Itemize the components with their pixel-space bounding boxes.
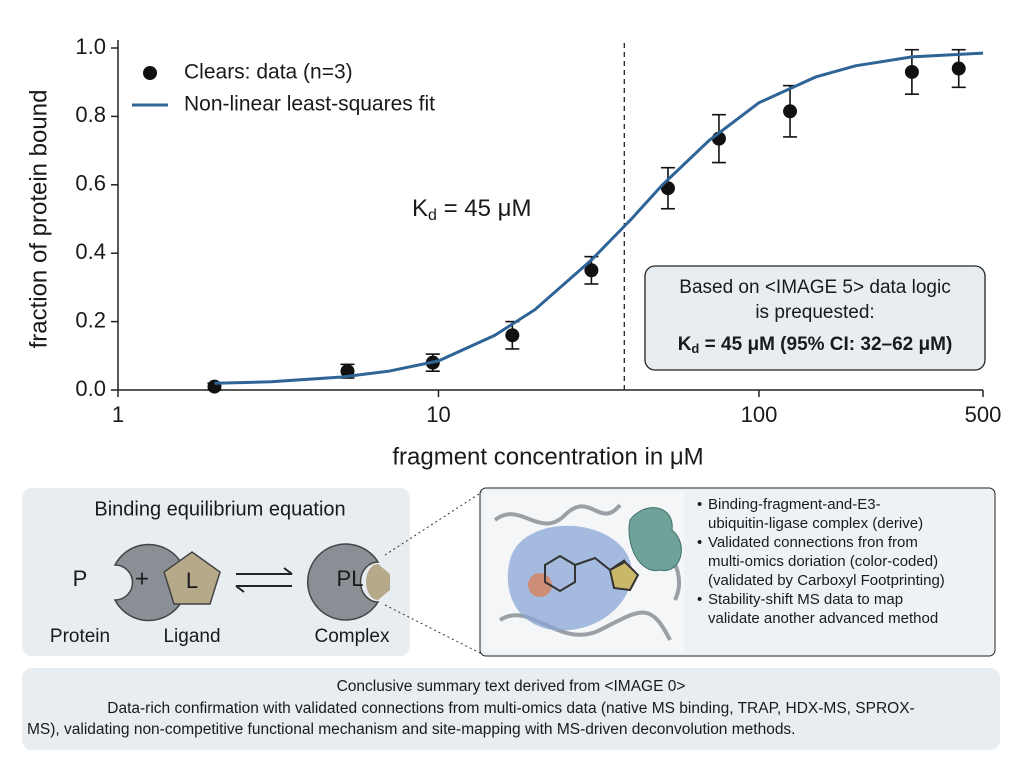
y-tick-label: 0.8 <box>75 102 106 127</box>
kd-label-sub: d <box>428 207 437 224</box>
summary-title: Conclusive summary text derived from <IM… <box>337 678 686 695</box>
kd-label: Kd = 45 μM <box>412 195 531 224</box>
annotation-result-rest: = 45 μM (95% CI: 32–62 μM) <box>699 334 952 355</box>
legend-label: Non-linear least-squares fit <box>184 93 435 116</box>
annotation-line: is prequested: <box>755 302 874 323</box>
complex-symbol: PL <box>337 566 364 591</box>
legend-marker <box>143 66 157 80</box>
data-point <box>904 64 919 79</box>
bullet-dot: • <box>697 496 702 513</box>
ligand-shape <box>163 551 221 605</box>
complex-ligand <box>366 564 390 600</box>
summary-line: Data-rich confirmation with validated co… <box>107 700 914 717</box>
plus-sign: + <box>135 565 149 592</box>
annotation-result-sub: d <box>691 341 699 356</box>
bullet-line: (validated by Carboxyl Footprinting) <box>708 572 945 589</box>
data-point <box>584 263 599 278</box>
bullet-dot: • <box>697 591 702 608</box>
complex-label: Complex <box>315 626 390 647</box>
annotation-box <box>644 265 986 371</box>
x-tick-label: 10 <box>426 402 450 427</box>
y-tick-label: 0.6 <box>75 171 106 196</box>
protein-symbol: P <box>73 566 88 591</box>
equilibrium-arrows <box>235 567 293 593</box>
data-point <box>951 61 966 76</box>
bullet-line: multi-omics doriation (color-coded) <box>708 553 938 570</box>
ligand-symbol: L <box>186 568 198 593</box>
e3-ligase <box>628 507 682 571</box>
bullet-line: ubiquitin-ligase complex (derive) <box>708 515 923 532</box>
zoom-lines <box>384 491 483 655</box>
equation-title: Binding equilibrium equation <box>94 498 345 520</box>
data-point <box>783 104 798 119</box>
x-tick-label: 1 <box>112 402 124 427</box>
kd-label-rest: = 45 μM <box>437 195 532 222</box>
summary-line: MS), validating non-competitive function… <box>27 721 796 738</box>
x-tick-label: 100 <box>741 402 778 427</box>
bullet-line: validate another advanced method <box>708 610 938 627</box>
x-axis-label: fragment concentration in μM <box>392 443 703 470</box>
annotation-result-main: K <box>678 334 692 355</box>
y-tick-label: 1.0 <box>75 34 106 59</box>
complex-shape <box>307 543 380 621</box>
x-tick-label: 500 <box>965 402 1002 427</box>
bullet-line: Stability-shift MS data to map <box>708 591 903 608</box>
protein-shape <box>113 543 188 622</box>
annotation-line: Based on <IMAGE 5> data logic <box>679 277 950 298</box>
annotation-result: Kd = 45 μM (95% CI: 32–62 μM) <box>678 334 953 356</box>
y-tick-label: 0.4 <box>75 239 106 264</box>
ligand-label: Ligand <box>163 626 220 647</box>
protein-label: Protein <box>50 626 110 647</box>
fragment-structure <box>544 554 640 593</box>
fit-curve <box>214 51 984 385</box>
summary-panel <box>22 668 1000 750</box>
legend-label: Clears: data (n=3) <box>184 61 353 84</box>
data-point <box>505 328 520 343</box>
bullet-dot: • <box>697 534 702 551</box>
y-axis-label: fraction of protein bound <box>25 90 52 349</box>
bullet-line: Binding-fragment-and-E3- <box>708 496 881 513</box>
y-tick-label: 0.0 <box>75 376 106 401</box>
kd-label-main: K <box>412 195 428 222</box>
bullet-line: Validated connections fron from <box>708 534 918 551</box>
y-tick-label: 0.2 <box>75 307 106 332</box>
binding-surface <box>507 525 632 631</box>
